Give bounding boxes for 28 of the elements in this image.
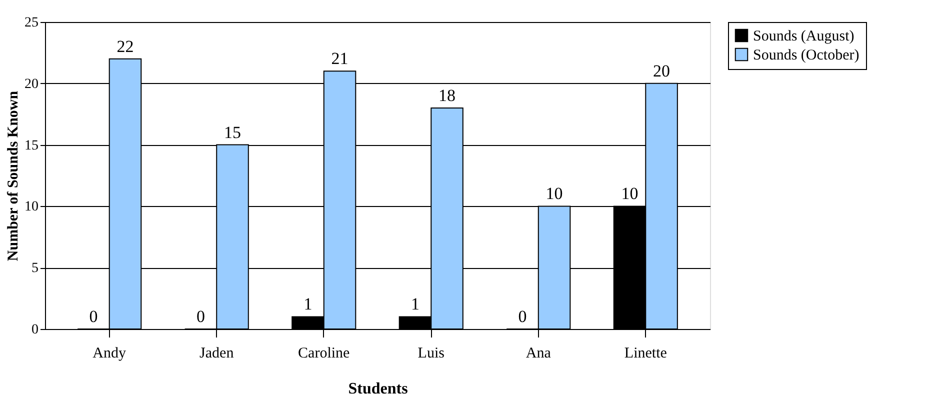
data-label: 1 [410,294,420,314]
data-label: 1 [304,294,312,314]
data-label: 0 [196,307,205,326]
legend-label: Sounds (August) [753,28,854,44]
x-tick-label: Ana [526,346,552,362]
x-axis-title: Students [348,380,408,398]
y-tick-label: 0 [32,322,38,338]
data-label: 18 [438,86,456,105]
data-label: 21 [331,49,348,68]
data-label: 15 [224,122,242,142]
y-tick-label: 15 [24,138,38,154]
data-label: 10 [546,184,563,204]
data-label: 10 [621,184,638,204]
data-label: 22 [116,36,134,56]
data-label: 20 [653,61,670,80]
y-axis-title: Number of Sounds Known [6,90,22,262]
x-tick-label: Luis [418,346,445,362]
x-tick-label: Caroline [298,346,350,362]
data-label: 0 [518,307,527,326]
data-label: 0 [89,307,98,326]
x-tick-label: Andy [92,346,127,362]
y-tick-label: 25 [24,16,38,30]
y-tick-label: 5 [32,261,38,276]
x-tick-label: Linette [624,346,668,362]
y-tick-label: 10 [24,200,38,215]
x-tick-label: Jaden [200,346,234,362]
legend-label: Sounds (October) [753,48,860,64]
y-tick-label: 20 [24,76,38,92]
